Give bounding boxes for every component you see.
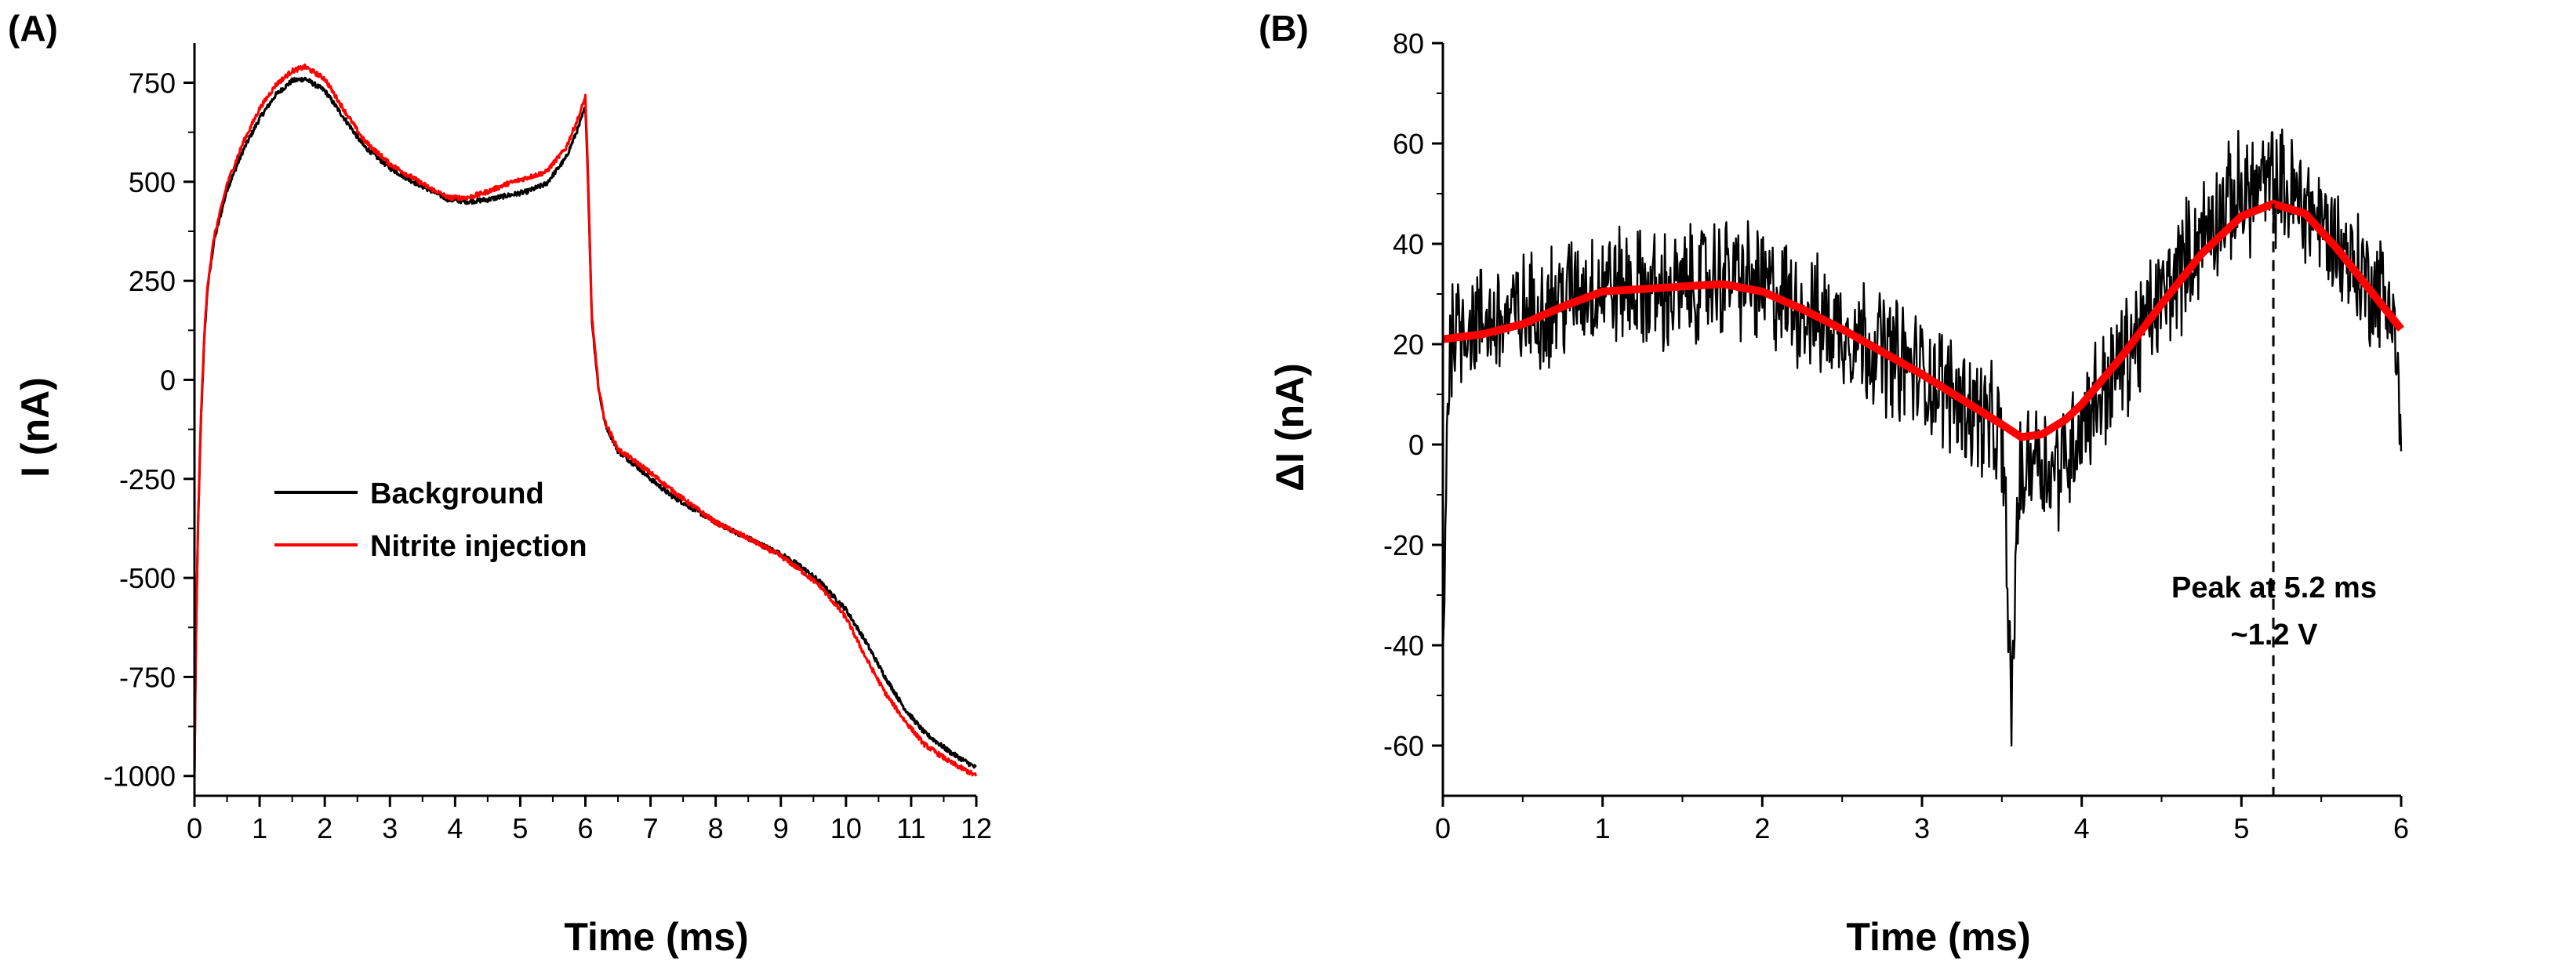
panel-a-x-tick-label-6: 6	[577, 812, 593, 844]
panel-a-y-axis-title: I (nA)	[13, 377, 57, 477]
panel-b-y-tick-label--60: -60	[1383, 730, 1424, 762]
panel-a-label: (A)	[8, 8, 58, 49]
panel-a: (A) 0 1 2 3 4 5 6 7 8 9 10 11 12-1000-750-500-250025…	[8, 8, 992, 959]
panel-a-x-tick-label-5: 5	[512, 812, 528, 844]
panel-b-series-smoothed-fit	[1442, 199, 2404, 441]
panel-a-x-tick-label-8: 8	[708, 812, 724, 844]
panel-b-plot-area	[1441, 128, 2404, 796]
legend-label-background: Background	[370, 477, 544, 510]
panel-a-x-tick-label-10: 10	[830, 812, 862, 844]
panel-a-y-tick-label-500: 500	[129, 166, 176, 198]
panel-b-y-axis-title: ΔI (nA)	[1268, 363, 1312, 492]
panel-b-y-tick-label-80: 80	[1393, 27, 1424, 60]
panel-a-y-tick-label--250: -250	[119, 463, 176, 496]
panel-a-x-tick-label-7: 7	[643, 812, 659, 844]
panel-b-axes: 0 1 2 3 4 5 6 -60 -40 -20 0 20 40 60 80	[1383, 27, 2409, 844]
panel-a-x-tick-label-9: 9	[773, 812, 789, 844]
peak-annotation-line2: ~1.2 V	[2231, 619, 2319, 652]
legend-label-nitrite: Nitrite injection	[370, 530, 587, 563]
panel-b-x-tick-label-2: 2	[1754, 812, 1770, 844]
panel-a-y-tick-label--750: -750	[119, 661, 176, 693]
panel-b-y-tick-label-60: 60	[1393, 128, 1424, 160]
panel-a-y-tick-label--500: -500	[119, 562, 176, 594]
panel-b-x-tick-label-1: 1	[1595, 812, 1611, 844]
panel-a-y-tick-label-750: 750	[129, 67, 176, 100]
panel-a-series-nitrite-injection	[193, 63, 978, 778]
panel-a-plot-area	[193, 63, 978, 778]
panel-b-y-tick-label-40: 40	[1393, 228, 1424, 260]
panel-b-y-tick-label-0: 0	[1408, 429, 1424, 461]
panel-a-x-axis-title: Time (ms)	[564, 915, 748, 959]
panel-a-x-tick-label-3: 3	[382, 812, 398, 844]
panel-a-legend: Background Nitrite injection	[274, 477, 587, 563]
panel-b-y-tick-label-20: 20	[1393, 329, 1424, 361]
panel-b-x-tick-label-3: 3	[1914, 812, 1930, 844]
panel-b-y-tick-label--40: -40	[1383, 630, 1424, 662]
panel-a-x-tick-label-0: 0	[187, 812, 202, 844]
panel-a-x-tick-label-4: 4	[447, 812, 463, 844]
panel-b-y-tick-label--20: -20	[1383, 529, 1424, 561]
panel-a-x-tick-label-1: 1	[252, 812, 267, 844]
panel-b-x-tick-label-5: 5	[2233, 812, 2249, 844]
panel-a-y-tick-label--1000: -1000	[104, 761, 176, 793]
panel-b-x-tick-label-4: 4	[2074, 812, 2090, 844]
panel-b-label: (B)	[1259, 8, 1309, 49]
panel-b-x-tick-label-0: 0	[1435, 812, 1451, 844]
panel-a-x-tick-label-2: 2	[317, 812, 332, 844]
panel-a-x-tick-label-11: 11	[896, 812, 925, 844]
panel-a-axes: 0 1 2 3 4 5 6 7 8 9 10 11 12-1000-750-500-2500250500…	[104, 43, 992, 844]
panel-b-x-axis-title: Time (ms)	[1846, 915, 2030, 959]
panel-a-y-tick-label-250: 250	[129, 265, 176, 297]
peak-annotation-line1: Peak at 5.2 ms	[2171, 572, 2377, 604]
panel-a-y-tick-label-0: 0	[160, 364, 176, 396]
panel-b-x-tick-label-6: 6	[2393, 812, 2409, 844]
panel-a-series-background	[193, 76, 977, 775]
panel-b-series--i-raw	[1441, 128, 2403, 747]
panel-a-x-tick-label-12: 12	[961, 812, 992, 844]
